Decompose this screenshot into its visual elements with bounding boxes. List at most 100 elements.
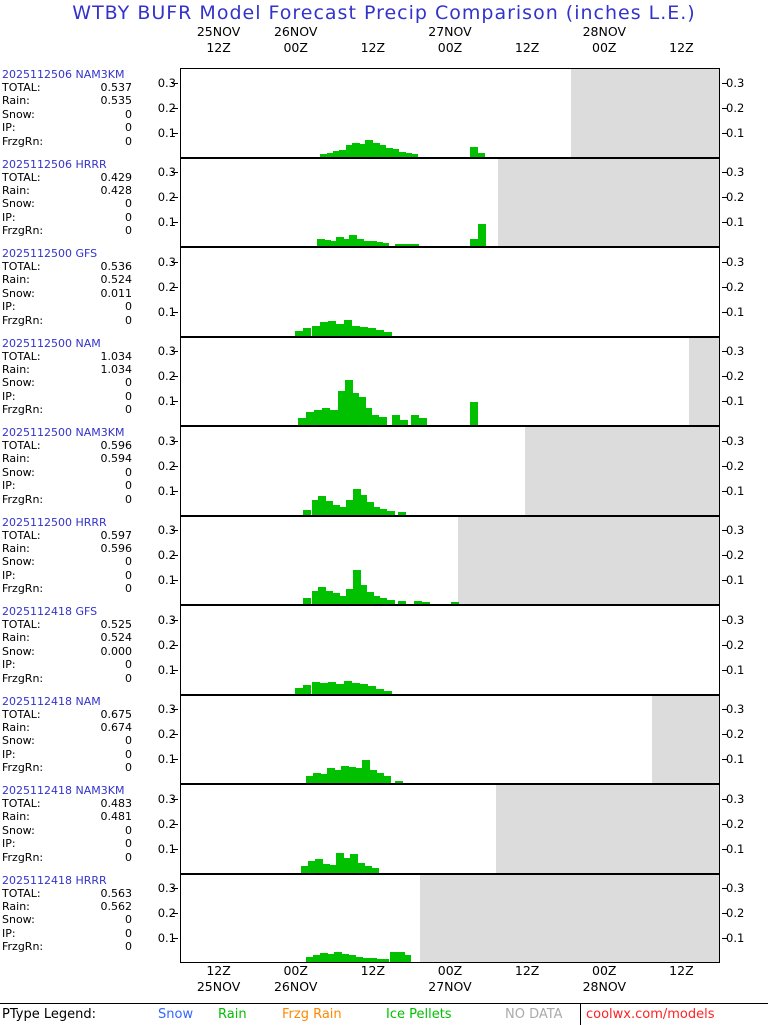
precip-bar xyxy=(352,143,361,157)
precip-row-value-total: 1.034 xyxy=(100,349,133,363)
precip-bar xyxy=(358,144,367,157)
precip-row-label-ip: IP: xyxy=(2,389,16,403)
precip-bar xyxy=(374,958,383,962)
precip-bar xyxy=(397,511,406,515)
precip-bar xyxy=(318,587,327,604)
forecast-panel: 2025112506 HRRR TOTAL: 0.429 Rain: 0.428 Snow… xyxy=(0,157,768,247)
precip-bar xyxy=(381,959,390,962)
y-axis-left: 0.3 0.2 0.1 xyxy=(138,68,178,158)
precip-bar xyxy=(384,690,393,694)
y-axis-left: 0.3 0.2 0.1 xyxy=(138,426,178,516)
precip-bar xyxy=(327,320,336,336)
bottom-axis-hour-label: 12Z xyxy=(206,963,231,978)
precip-bar xyxy=(356,862,365,873)
precip-row-value-frzgrn: 0 xyxy=(125,134,132,148)
precip-row-value-ip: 0 xyxy=(125,300,132,314)
y-tick-mark-right xyxy=(722,440,728,442)
y-tick-label-right: 0.1 xyxy=(726,931,745,946)
y-tick-label-left: 0.2 xyxy=(157,100,176,115)
y-tick-label-right: 0.3 xyxy=(726,433,745,448)
y-tick-label-right: 0.3 xyxy=(726,612,745,627)
y-tick-label-left: 0.2 xyxy=(157,816,176,831)
y-tick-label-left: 0.1 xyxy=(157,215,176,230)
y-tick-label-left: 0.1 xyxy=(157,394,176,409)
y-tick-label-left: 0.3 xyxy=(157,75,176,90)
y-axis-right: 0.3 0.2 0.1 xyxy=(722,68,766,158)
top-axis-hour-label: 00Z xyxy=(283,40,308,55)
y-tick-mark-right xyxy=(722,644,728,646)
precip-bar xyxy=(313,773,322,783)
y-tick-mark-left xyxy=(172,311,178,313)
y-tick-mark-left xyxy=(172,261,178,263)
y-tick-mark-right xyxy=(722,619,728,621)
precip-bar xyxy=(343,680,352,694)
precip-plot xyxy=(180,157,720,247)
forecast-panel: 2025112500 NAM TOTAL: 1.034 Rain: 1.034 Snow:… xyxy=(0,336,768,426)
y-tick-label-right: 0.3 xyxy=(726,165,745,180)
y-tick-label-left: 0.1 xyxy=(157,573,176,588)
precip-bar xyxy=(325,590,334,604)
bottom-axis-day-label: 27NOV xyxy=(428,979,472,994)
precip-bar xyxy=(336,237,345,246)
panel-info: 2025112500 HRRR TOTAL: 0.597 Rain: 0.596 Snow… xyxy=(0,516,180,606)
bottom-axis-day-label: 28NOV xyxy=(582,979,626,994)
panel-info: 2025112418 NAM3KM TOTAL: 0.483 Rain: 0.481 Sn… xyxy=(0,784,180,874)
precip-row-value-snow: 0 xyxy=(125,555,132,569)
precip-bar xyxy=(306,957,315,962)
y-tick-label-left: 0.3 xyxy=(157,702,176,717)
y-tick-label-right: 0.3 xyxy=(726,523,745,538)
precip-bar xyxy=(367,328,376,336)
y-tick-mark-right xyxy=(722,82,728,84)
legend-no-data: NO DATA xyxy=(505,1007,563,1022)
precip-row-label-snow: Snow: xyxy=(2,823,35,837)
precip-bar xyxy=(342,238,351,246)
top-axis-day-label: 28NOV xyxy=(582,24,626,39)
no-data-region xyxy=(495,785,719,873)
precip-bar xyxy=(397,600,406,604)
precip-row-value-snow: 0 xyxy=(125,823,132,837)
precip-row-label-rain: Rain: xyxy=(2,810,30,824)
y-tick-mark-right xyxy=(722,286,728,288)
precip-bar xyxy=(341,954,350,962)
precip-bar xyxy=(319,683,328,694)
bar-series-rain xyxy=(181,517,719,604)
legend-divider xyxy=(580,1004,581,1025)
y-axis-right: 0.3 0.2 0.1 xyxy=(722,426,766,516)
precip-bar xyxy=(376,330,385,336)
y-axis-right: 0.3 0.2 0.1 xyxy=(722,784,766,874)
no-data-region xyxy=(525,427,719,515)
precip-row-label-rain: Rain: xyxy=(2,899,30,913)
precip-bar xyxy=(307,860,316,873)
precip-bar xyxy=(378,144,387,157)
y-axis-right: 0.3 0.2 0.1 xyxy=(722,247,766,337)
precip-bar xyxy=(364,408,373,425)
y-tick-mark-right xyxy=(722,107,728,109)
y-tick-mark-right xyxy=(722,465,728,467)
precip-row-label-total: TOTAL: xyxy=(2,170,41,184)
y-tick-mark-right xyxy=(722,913,728,915)
precip-bar xyxy=(329,241,338,246)
y-tick-label-left: 0.2 xyxy=(157,279,176,294)
panels-container: 2025112506 NAM3KM TOTAL: 0.537 Rain: 0.535 Sn… xyxy=(0,68,768,963)
top-axis-hour-label: 12Z xyxy=(514,40,540,55)
precip-bar xyxy=(339,595,348,604)
precip-bar xyxy=(303,685,312,694)
precip-row-label-rain: Rain: xyxy=(2,541,30,555)
model-run-label: 2025112506 HRRR xyxy=(2,157,107,171)
y-axis-left: 0.3 0.2 0.1 xyxy=(138,605,178,695)
y-tick-mark-right xyxy=(722,823,728,825)
y-tick-mark-left xyxy=(172,580,178,582)
precip-row-value-ip: 0 xyxy=(125,210,132,224)
site-link[interactable]: coolwx.com/models xyxy=(586,1007,715,1022)
precip-row-value-frzgrn: 0 xyxy=(125,582,132,596)
model-run-label: 2025112500 NAM3KM xyxy=(2,426,125,439)
precip-bar xyxy=(391,149,400,157)
precip-row-value-rain: 0.481 xyxy=(100,810,133,824)
precip-plot xyxy=(180,515,720,605)
y-tick-label-right: 0.3 xyxy=(726,881,745,896)
forecast-panel: 2025112418 GFS TOTAL: 0.525 Rain: 0.524 Snow:… xyxy=(0,605,768,695)
precip-bar xyxy=(478,224,487,246)
y-tick-mark-right xyxy=(722,669,728,671)
precip-bar xyxy=(378,417,387,425)
y-tick-label-right: 0.2 xyxy=(726,637,745,652)
